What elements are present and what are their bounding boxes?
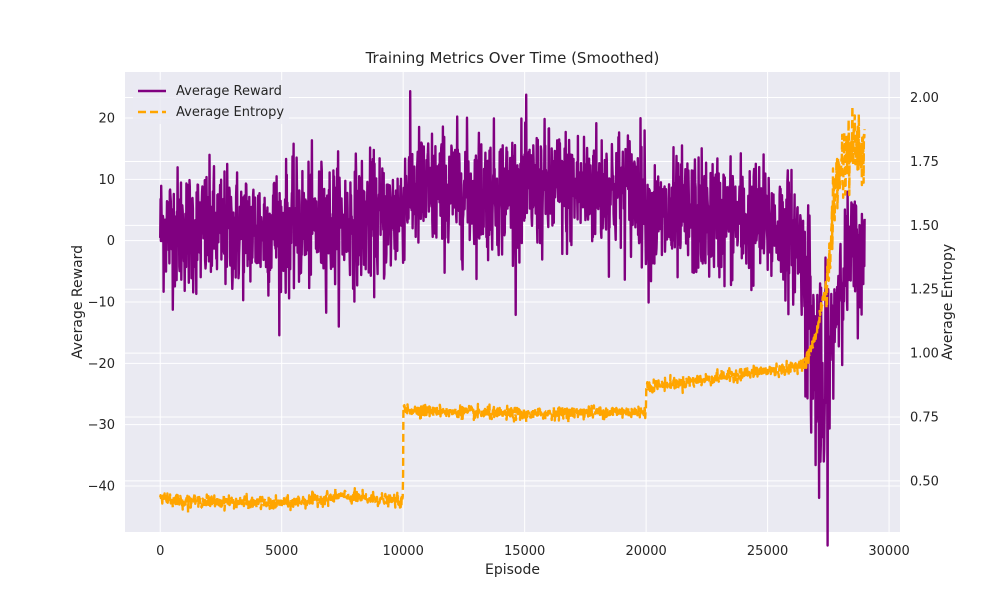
series-line-1 bbox=[159, 104, 866, 515]
legend-box bbox=[133, 80, 289, 124]
x-tick-label: 10000 bbox=[382, 544, 423, 559]
legend-label-entropy: Average Entropy bbox=[176, 105, 284, 120]
y-axis-ticks-right: 0.50 0.75 1.00 1.25 1.50 1.75 2.00 bbox=[910, 91, 939, 489]
y-tick-label-left: −40 bbox=[88, 480, 115, 495]
legend: Average Reward Average Entropy bbox=[133, 80, 289, 124]
y-tick-label-right: 1.25 bbox=[910, 283, 939, 298]
x-axis-ticks: 0 5000 10000 15000 20000 25000 30000 bbox=[156, 544, 910, 559]
x-tick-label: 20000 bbox=[625, 544, 666, 559]
legend-label-reward: Average Reward bbox=[176, 84, 282, 99]
y-tick-label-left: 10 bbox=[98, 173, 115, 188]
y-tick-label-left: 20 bbox=[98, 112, 115, 127]
x-tick-label: 0 bbox=[156, 544, 164, 559]
series-layer bbox=[159, 89, 866, 547]
y-tick-label-left: −10 bbox=[88, 296, 115, 311]
y-axis-label-right: Average Entropy bbox=[940, 244, 956, 360]
series-line-0 bbox=[159, 89, 866, 547]
y-tick-label-right: 1.50 bbox=[910, 219, 939, 234]
y-tick-label-right: 0.50 bbox=[910, 474, 939, 489]
x-tick-label: 15000 bbox=[504, 544, 545, 559]
x-tick-label: 5000 bbox=[265, 544, 298, 559]
x-tick-label: 25000 bbox=[747, 544, 788, 559]
y-tick-label-right: 1.75 bbox=[910, 155, 939, 170]
y-tick-label-left: 0 bbox=[107, 234, 115, 249]
y-tick-label-right: 1.00 bbox=[910, 347, 939, 362]
y-axis-ticks-left: −40 −30 −20 −10 0 10 20 bbox=[88, 112, 115, 495]
y-tick-label-left: −20 bbox=[88, 357, 115, 372]
x-tick-label: 30000 bbox=[868, 544, 909, 559]
x-axis-label: Episode bbox=[485, 562, 540, 578]
y-tick-label-right: 0.75 bbox=[910, 411, 939, 426]
y-axis-label-left: Average Reward bbox=[70, 245, 86, 359]
y-tick-label-left: −30 bbox=[88, 418, 115, 433]
chart-title: Training Metrics Over Time (Smoothed) bbox=[365, 49, 660, 67]
y-tick-label-right: 2.00 bbox=[910, 91, 939, 106]
